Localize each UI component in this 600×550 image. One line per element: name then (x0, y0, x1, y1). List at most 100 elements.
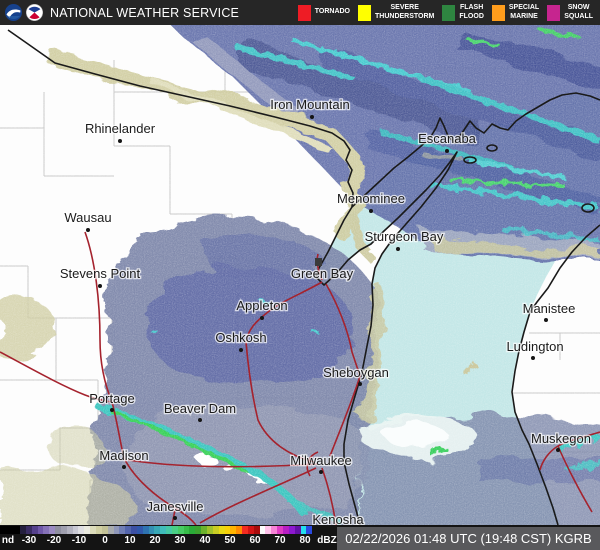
city-label-beaver-dam: Beaver Dam (164, 401, 236, 416)
colorbar-segment (177, 526, 184, 534)
colorbar-segment (288, 526, 295, 534)
legend-item-severe-thunderstorm: SEVERE THUNDERSTORM (358, 4, 434, 21)
city-label-janesville: Janesville (146, 499, 203, 514)
colorbar-segment (166, 526, 172, 534)
colorbar-segment (37, 526, 44, 534)
city-label-rhinelander: Rhinelander (85, 121, 156, 136)
colorbar-segment (171, 526, 178, 534)
colorbar-segment (259, 526, 266, 534)
city-dot-madison (122, 465, 126, 469)
city-label-kenosha: Kenosha (312, 512, 364, 525)
colorbar-segment (195, 526, 202, 534)
legend-swatch-flash-flood (442, 4, 456, 21)
colorbar-tick-20: 20 (149, 535, 161, 546)
city-label-stevens-point: Stevens Point (60, 266, 141, 281)
colorbar-segment (189, 526, 196, 534)
city-dot-ludington (531, 356, 535, 360)
colorbar-segment (101, 526, 108, 534)
grain-overlay (0, 25, 600, 525)
legend-item-flash-flood: FLASH FLOOD (442, 4, 484, 21)
colorbar-segment (300, 526, 307, 534)
city-label-green-bay: Green Bay (291, 266, 354, 281)
colorbar-segment (201, 526, 207, 534)
city-dot-appleton (260, 316, 264, 320)
colorbar-segment (230, 526, 237, 534)
city-label-muskegon: Muskegon (531, 431, 591, 446)
city-dot-manistee (544, 318, 548, 322)
city-label-manistee: Manistee (523, 301, 576, 316)
colorbar-nd-cell (0, 526, 20, 534)
city-dot-escanaba (445, 149, 449, 153)
city-label-madison: Madison (99, 448, 148, 463)
legend-item-snow-squall: SNOW SQUALL (547, 4, 593, 21)
colorbar-segment (265, 526, 272, 534)
colorbar-segment (212, 526, 219, 534)
legend-label: FLASH FLOOD (459, 4, 484, 20)
state-borders (7, 29, 600, 525)
colorbar-segment (84, 526, 91, 534)
colorbar-tick-10: 10 (124, 535, 136, 546)
agency-title: NATIONAL WEATHER SERVICE (50, 5, 240, 20)
colorbar-segment (55, 526, 61, 534)
radar-map[interactable]: Iron Mountain Escanaba Rhinelander Menomine… (0, 25, 600, 525)
colorbar-segment (224, 526, 231, 534)
colorbar-segment (107, 526, 114, 534)
colorbar-tick-70: 70 (274, 535, 286, 546)
city-label-wausau: Wausau (64, 210, 111, 225)
colorbar-segment (25, 526, 32, 534)
city-dot-sturgeon-bay (396, 247, 400, 251)
city-label-appleton: Appleton (236, 298, 287, 313)
colorbar-segment (236, 526, 243, 534)
legend-swatch-severe-thunderstorm (358, 4, 371, 21)
colorbar-segment (90, 526, 96, 534)
colorbar-segment (277, 526, 283, 534)
colorbar-segment (60, 526, 67, 534)
colorbar-tick-nd: nd (1, 535, 15, 546)
city-dot-janesville (173, 516, 177, 520)
colorbar-segment (43, 526, 50, 534)
colorbar-segment (125, 526, 132, 534)
colorbar-tick-60: 60 (249, 535, 261, 546)
warning-legend: TORNADO SEVERE THUNDERSTORM FLASH FLOOD SPE… (297, 4, 595, 21)
colorbar-segment (160, 526, 167, 534)
legend-label: SNOW SQUALL (564, 4, 593, 20)
city-label-portage: Portage (89, 391, 135, 406)
header-bar: NATIONAL WEATHER SERVICE TORNADO SEVERE T… (0, 0, 600, 25)
city-dot-iron-mountain (310, 115, 314, 119)
colorbar-tick-30: 30 (174, 535, 186, 546)
legend-label: TORNADO (314, 8, 350, 16)
city-label-sturgeon-bay: Sturgeon Bay (365, 229, 444, 244)
colorbar-segment (72, 526, 79, 534)
colorbar-tick-0: 0 (102, 535, 108, 546)
legend-swatch-special-marine (491, 4, 505, 21)
colorbar-tick-80: 80 (299, 535, 311, 546)
colorbar-segment (49, 526, 56, 534)
city-dot-milwaukee (319, 470, 323, 474)
colorbar-segment (207, 526, 213, 534)
colorbar-segment (78, 526, 85, 534)
city-label-oshkosh: Oshkosh (215, 330, 266, 345)
colorbar-segment (142, 526, 149, 534)
colorbar-segment (95, 526, 102, 534)
legend-item-special-marine: SPECIAL MARINE (491, 4, 539, 21)
city-dot-muskegon (556, 448, 560, 452)
legend-item-tornado: TORNADO (297, 4, 350, 21)
legend-swatch-snow-squall (547, 4, 561, 21)
city-dot-wausau (86, 228, 90, 232)
city-label-escanaba: Escanaba (418, 131, 477, 146)
colorbar-segment (294, 526, 301, 534)
city-label-sheboygan: Sheboygan (323, 365, 389, 380)
colorbar-segment (282, 526, 289, 534)
colorbar-segment (113, 526, 120, 534)
legend-label: SEVERE THUNDERSTORM (375, 4, 435, 20)
colorbar-segment (242, 526, 248, 534)
city-label-menominee: Menominee (337, 191, 405, 206)
city-dot-portage (110, 408, 114, 412)
colorbar-segment (20, 526, 26, 534)
colorbar-segment (271, 526, 278, 534)
colorbar-segment (31, 526, 38, 534)
colorbar-segment (253, 526, 260, 534)
city-dot-sheboygan (358, 382, 362, 386)
colorbar-segment (247, 526, 254, 534)
nws-logo-icon (26, 4, 43, 21)
